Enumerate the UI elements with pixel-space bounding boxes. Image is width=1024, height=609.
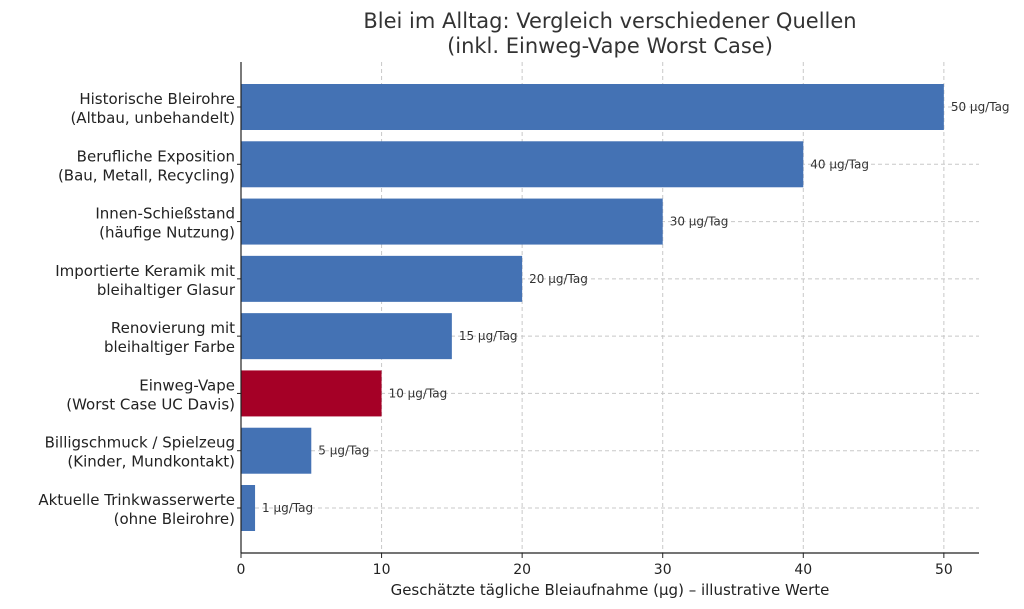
bar-layer: 50 µg/Tag 40 µg/Tag 30 µg/Tag 20 µg/Tag 15 µ…: [241, 84, 1010, 531]
grid-layer: [241, 62, 979, 553]
category-label-line: Berufliche Exposition: [77, 147, 235, 165]
category-label-line: bleihaltiger Farbe: [104, 338, 235, 356]
category-label-line: Einweg-Vape: [139, 376, 235, 394]
bar: [241, 427, 312, 474]
category-label: Renovierung mit bleihaltiger Farbe: [104, 319, 235, 356]
x-tick-label: 20: [513, 562, 531, 578]
data-label: 5 µg/Tag: [318, 444, 369, 458]
bar: [241, 313, 452, 360]
category-label: Innen-Schießstand (häufige Nutzung): [95, 205, 235, 242]
axis-layer: Historische Bleirohre (Altbau, unbehandel…: [38, 62, 979, 578]
category-label-line: (Altbau, unbehandelt): [70, 109, 235, 127]
data-label: 1 µg/Tag: [262, 501, 313, 515]
bar: [241, 255, 523, 302]
category-label-line: (Kinder, Mundkontakt): [67, 453, 235, 471]
category-label: Billigschmuck / Spielzeug (Kinder, Mundko…: [45, 434, 235, 471]
bar: [241, 485, 256, 531]
data-label: 20 µg/Tag: [529, 272, 588, 286]
category-label-line: Historische Bleirohre: [79, 90, 235, 108]
data-label: 50 µg/Tag: [951, 100, 1010, 114]
category-label: Aktuelle Trinkwasserwerte (ohne Bleirohre…: [38, 491, 235, 528]
x-tick-label: 0: [237, 562, 246, 578]
x-tick-label: 50: [935, 562, 953, 578]
category-label-line: (Bau, Metall, Recycling): [58, 166, 235, 184]
category-label-line: (Worst Case UC Davis): [66, 395, 235, 413]
category-label: Importierte Keramik mit bleihaltiger Glas…: [55, 262, 236, 299]
data-label: 15 µg/Tag: [459, 329, 518, 343]
category-label-line: Billigschmuck / Spielzeug: [45, 434, 235, 452]
category-label-line: Aktuelle Trinkwasserwerte: [38, 491, 235, 509]
category-label-line: Renovierung mit: [111, 319, 235, 337]
bar: [241, 84, 944, 130]
chart-subtitle: (inkl. Einweg-Vape Worst Case): [447, 34, 773, 58]
category-label-line: (häufige Nutzung): [99, 224, 235, 242]
category-label-line: Innen-Schießstand: [95, 205, 235, 223]
bar-highlight: [241, 370, 382, 417]
chart-title: Blei im Alltag: Vergleich verschiedener …: [363, 9, 856, 33]
bar: [241, 198, 663, 245]
x-tick-label: 10: [373, 562, 391, 578]
category-label: Historische Bleirohre (Altbau, unbehandel…: [70, 90, 235, 127]
category-label-line: (ohne Bleirohre): [114, 510, 235, 528]
category-label: Berufliche Exposition (Bau, Metall, Recyc…: [58, 147, 235, 184]
data-label: 10 µg/Tag: [389, 386, 448, 400]
category-label: Einweg-Vape (Worst Case UC Davis): [66, 376, 235, 413]
x-axis-title: Geschätzte tägliche Bleiaufnahme (µg) – …: [391, 581, 830, 599]
category-label-line: bleihaltiger Glasur: [97, 281, 236, 299]
category-label-line: Importierte Keramik mit: [55, 262, 235, 280]
data-label: 40 µg/Tag: [810, 157, 869, 171]
x-tick-label: 40: [794, 562, 812, 578]
data-label: 30 µg/Tag: [670, 215, 729, 229]
bar: [241, 141, 804, 188]
x-tick-label: 30: [654, 562, 672, 578]
